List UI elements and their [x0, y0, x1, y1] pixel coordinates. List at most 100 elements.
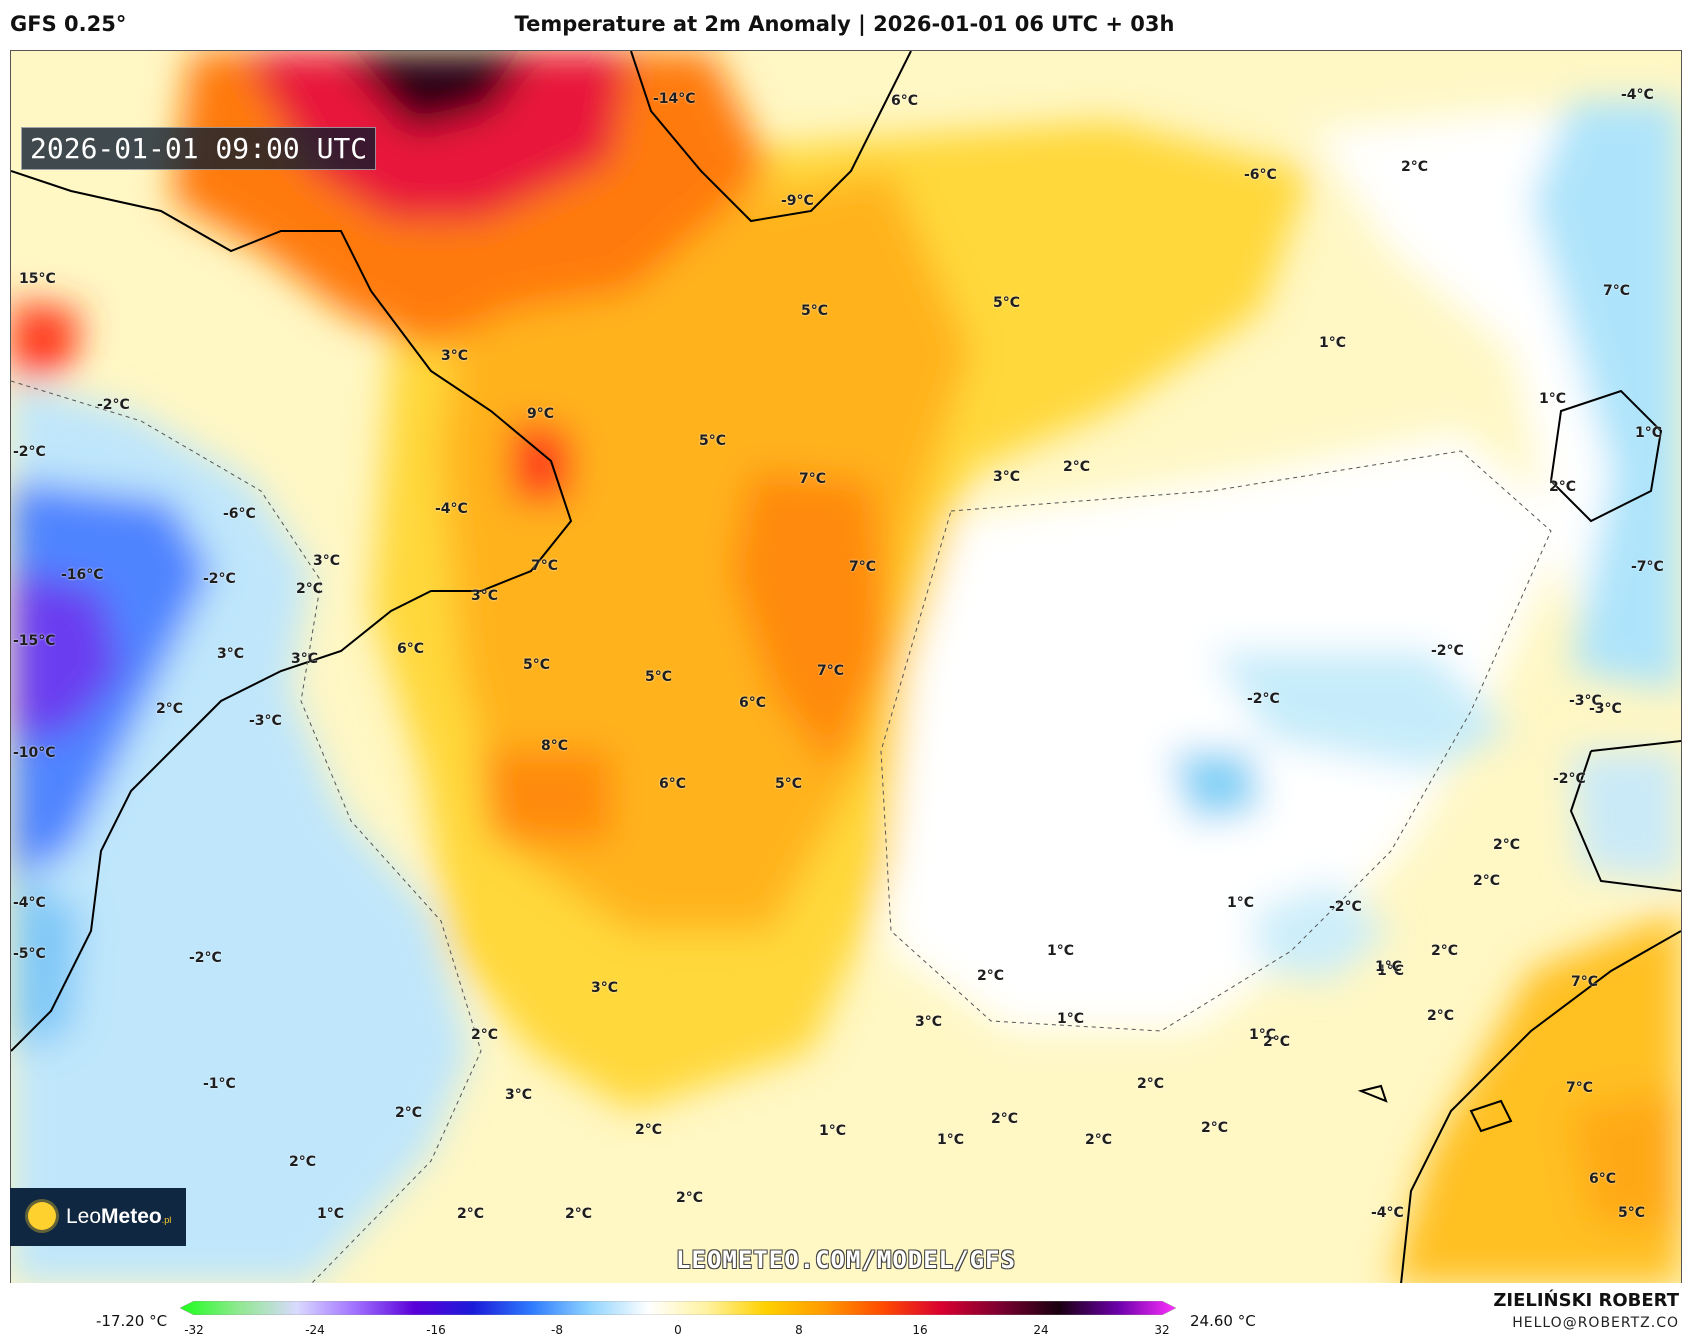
colorbar-tick: 32: [1154, 1323, 1170, 1337]
temperature-label: 15°C: [19, 271, 56, 287]
temperature-label: 5°C: [699, 433, 727, 449]
temperature-label: -2°C: [1431, 643, 1464, 659]
colorbar-tick: -24: [305, 1323, 325, 1337]
colorbar-tick: 8: [795, 1323, 803, 1337]
temperature-label: 1°C: [1249, 1027, 1277, 1043]
temperature-label: -2°C: [13, 444, 46, 460]
temperature-label: -10°C: [13, 745, 56, 761]
temperature-label: 7°C: [849, 559, 877, 575]
temperature-label: -4°C: [1621, 87, 1654, 103]
temperature-label: -2°C: [1553, 771, 1586, 787]
temperature-label: 3°C: [915, 1014, 943, 1030]
temperature-label: 2°C: [991, 1111, 1019, 1127]
temperature-label: -2°C: [1247, 691, 1280, 707]
temperature-label: 2°C: [296, 581, 324, 597]
leometeo-logo[interactable]: LeoMeteo.pl: [10, 1188, 186, 1246]
temperature-label: -16°C: [61, 567, 104, 583]
model-name: GFS 0.25°: [10, 12, 127, 36]
temperature-label: 7°C: [1603, 283, 1631, 299]
temperature-label: 2°C: [1263, 1034, 1291, 1050]
temperature-label: 5°C: [645, 669, 673, 685]
cold-iberia: [1571, 751, 1681, 881]
temperature-label: -6°C: [1244, 167, 1277, 183]
temperature-label: -2°C: [97, 397, 130, 413]
temperature-label: -9°C: [781, 193, 814, 209]
colorbar-tick: 0: [674, 1323, 682, 1337]
colorbar-max-value: 24.60 °C: [1190, 1312, 1256, 1330]
temperature-label: 1°C: [1227, 895, 1255, 911]
temperature-label: 9°C: [527, 406, 555, 422]
temperature-label: -3°C: [1569, 693, 1602, 709]
temperature-label: 2°C: [457, 1206, 485, 1222]
temperature-label: 2°C: [676, 1190, 704, 1206]
logo-text: LeoMeteo.pl: [66, 1205, 172, 1228]
temperature-label: 5°C: [801, 303, 829, 319]
temperature-label: 2°C: [1401, 159, 1429, 175]
coastlines: [11, 51, 1681, 1284]
colorbar: [180, 1301, 1176, 1315]
cold-region-se: [1251, 881, 1391, 981]
temperature-label: 5°C: [1618, 1205, 1646, 1221]
temperature-label: -4°C: [435, 501, 468, 517]
temperature-label: 1°C: [819, 1123, 847, 1139]
temperature-label: 1°C: [1539, 391, 1567, 407]
map-panel[interactable]: 2026-01-01 09:00 UTC -14°C 6°C -9°C -6°C -4°…: [10, 50, 1682, 1285]
temperature-label: 5°C: [775, 776, 803, 792]
temperature-label: -1°C: [203, 1076, 236, 1092]
temperature-label: 1°C: [1375, 959, 1403, 975]
temperature-label: -14°C: [653, 91, 696, 107]
temperature-label: 3°C: [505, 1087, 533, 1103]
hot-patch-hudson: [11, 301, 81, 381]
colorbar-min-value: -17.20 °C: [96, 1312, 168, 1330]
temperature-label: 6°C: [1589, 1171, 1617, 1187]
temperature-label: 1°C: [1635, 425, 1663, 441]
temperature-label: 2°C: [1201, 1120, 1229, 1136]
temperature-label: 1°C: [937, 1132, 965, 1148]
valid-time-badge: 2026-01-01 09:00 UTC: [21, 127, 377, 170]
temperature-label: 2°C: [977, 968, 1005, 984]
cold-region-mid: [1211, 651, 1511, 771]
temperature-label: 3°C: [217, 646, 245, 662]
temperature-label: 1°C: [1047, 943, 1075, 959]
temperature-label: 2°C: [1427, 1008, 1455, 1024]
temperature-label: 3°C: [441, 348, 469, 364]
temperature-label: 2°C: [1473, 873, 1501, 889]
cold-core-mid: [1171, 751, 1261, 821]
temperature-label: -4°C: [13, 895, 46, 911]
warm-core-africa: [1571, 1091, 1681, 1231]
temperature-label: 1°C: [317, 1206, 345, 1222]
cold-region-sw: [11, 871, 81, 1051]
temperature-label: -4°C: [1371, 1205, 1404, 1221]
temperature-label: -7°C: [1631, 559, 1664, 575]
canary-islands: [1357, 1084, 1513, 1133]
hot-patch-2: [481, 751, 611, 841]
temperature-label: -2°C: [203, 571, 236, 587]
temperature-label: 3°C: [313, 553, 341, 569]
temperature-label: 2°C: [635, 1122, 663, 1138]
temperature-label: 2°C: [1137, 1076, 1165, 1092]
temperature-label: 2°C: [471, 1027, 499, 1043]
extreme-hot-core: [341, 51, 531, 131]
map-title: Temperature at 2m Anomaly | 2026-01-01 0…: [514, 12, 1175, 36]
header-bar: GFS 0.25° Temperature at 2m Anomaly | 20…: [0, 0, 1689, 50]
author-email: HELLO@ROBERTZ.CO: [1512, 1315, 1679, 1331]
british-isles-coast: [1549, 389, 1663, 523]
africa-coast: [1400, 930, 1681, 1284]
temperature-label: -6°C: [223, 506, 256, 522]
greenland-coast: [630, 51, 912, 223]
temperature-label: 2°C: [1431, 943, 1459, 959]
very-hot-region: [241, 51, 631, 221]
author-name: ZIELIŃSKI ROBERT: [1493, 1290, 1679, 1311]
temperature-label: 7°C: [531, 558, 559, 574]
colorbar-tick: -32: [184, 1323, 204, 1337]
temperature-label: 2°C: [1085, 1132, 1113, 1148]
temperature-label: 5°C: [993, 295, 1021, 311]
temperature-label: -15°C: [13, 633, 56, 649]
cold-core-canada: [11, 571, 121, 741]
temperature-label: 6°C: [739, 695, 767, 711]
temperature-label: -3°C: [1589, 701, 1622, 717]
temperature-label: -2°C: [189, 950, 222, 966]
temperature-label: 2°C: [395, 1105, 423, 1121]
temperature-label: 7°C: [817, 663, 845, 679]
colorbar-tick: 24: [1033, 1323, 1049, 1337]
